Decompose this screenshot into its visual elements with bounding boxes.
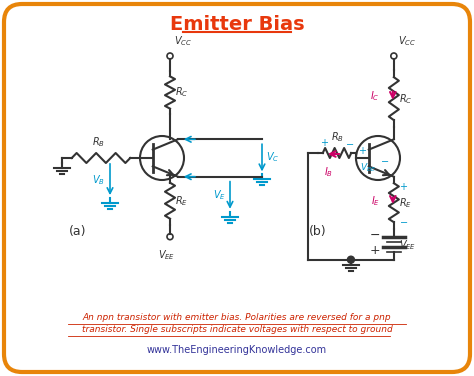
FancyBboxPatch shape — [4, 4, 470, 372]
Text: $R_B$: $R_B$ — [330, 130, 344, 144]
Text: (a): (a) — [69, 224, 87, 238]
Text: $I_E$: $I_E$ — [371, 194, 380, 208]
Text: (b): (b) — [309, 224, 327, 238]
Text: $R_E$: $R_E$ — [399, 196, 412, 209]
Text: $V_{EE}$: $V_{EE}$ — [158, 249, 175, 262]
Text: $-$: $-$ — [380, 155, 389, 165]
Text: $V_{BE}$: $V_{BE}$ — [360, 162, 376, 174]
Text: www.TheEngineeringKnowledge.com: www.TheEngineeringKnowledge.com — [147, 345, 327, 355]
Text: $R_C$: $R_C$ — [399, 92, 412, 106]
Text: $V_B$: $V_B$ — [92, 173, 105, 187]
Text: $I_C$: $I_C$ — [370, 89, 380, 103]
Text: $V_{CC}$: $V_{CC}$ — [174, 34, 192, 48]
Text: $V_C$: $V_C$ — [266, 150, 279, 164]
Text: $R_B$: $R_B$ — [91, 135, 104, 149]
Text: $V_{CC}$: $V_{CC}$ — [398, 34, 416, 48]
Text: $-$: $-$ — [399, 216, 408, 226]
Text: $I_B$: $I_B$ — [324, 165, 334, 179]
Circle shape — [347, 256, 355, 263]
Text: $-$: $-$ — [345, 138, 354, 148]
Text: An npn transistor with emitter bias. Polarities are reversed for a pnp: An npn transistor with emitter bias. Pol… — [82, 314, 392, 323]
Text: $R_C$: $R_C$ — [175, 86, 189, 99]
Text: $-$: $-$ — [369, 228, 380, 241]
Text: $V_{EE}$: $V_{EE}$ — [399, 238, 416, 252]
Text: Emitter Bias: Emitter Bias — [170, 15, 304, 33]
Text: $+$: $+$ — [399, 181, 408, 192]
Text: $+$: $+$ — [358, 144, 367, 156]
Text: $V_E$: $V_E$ — [213, 188, 226, 202]
Text: $R_E$: $R_E$ — [175, 194, 188, 208]
Text: $+$: $+$ — [320, 137, 329, 148]
Text: transistor. Single subscripts indicate voltages with respect to ground: transistor. Single subscripts indicate v… — [82, 326, 392, 335]
Text: $+$: $+$ — [369, 244, 380, 257]
